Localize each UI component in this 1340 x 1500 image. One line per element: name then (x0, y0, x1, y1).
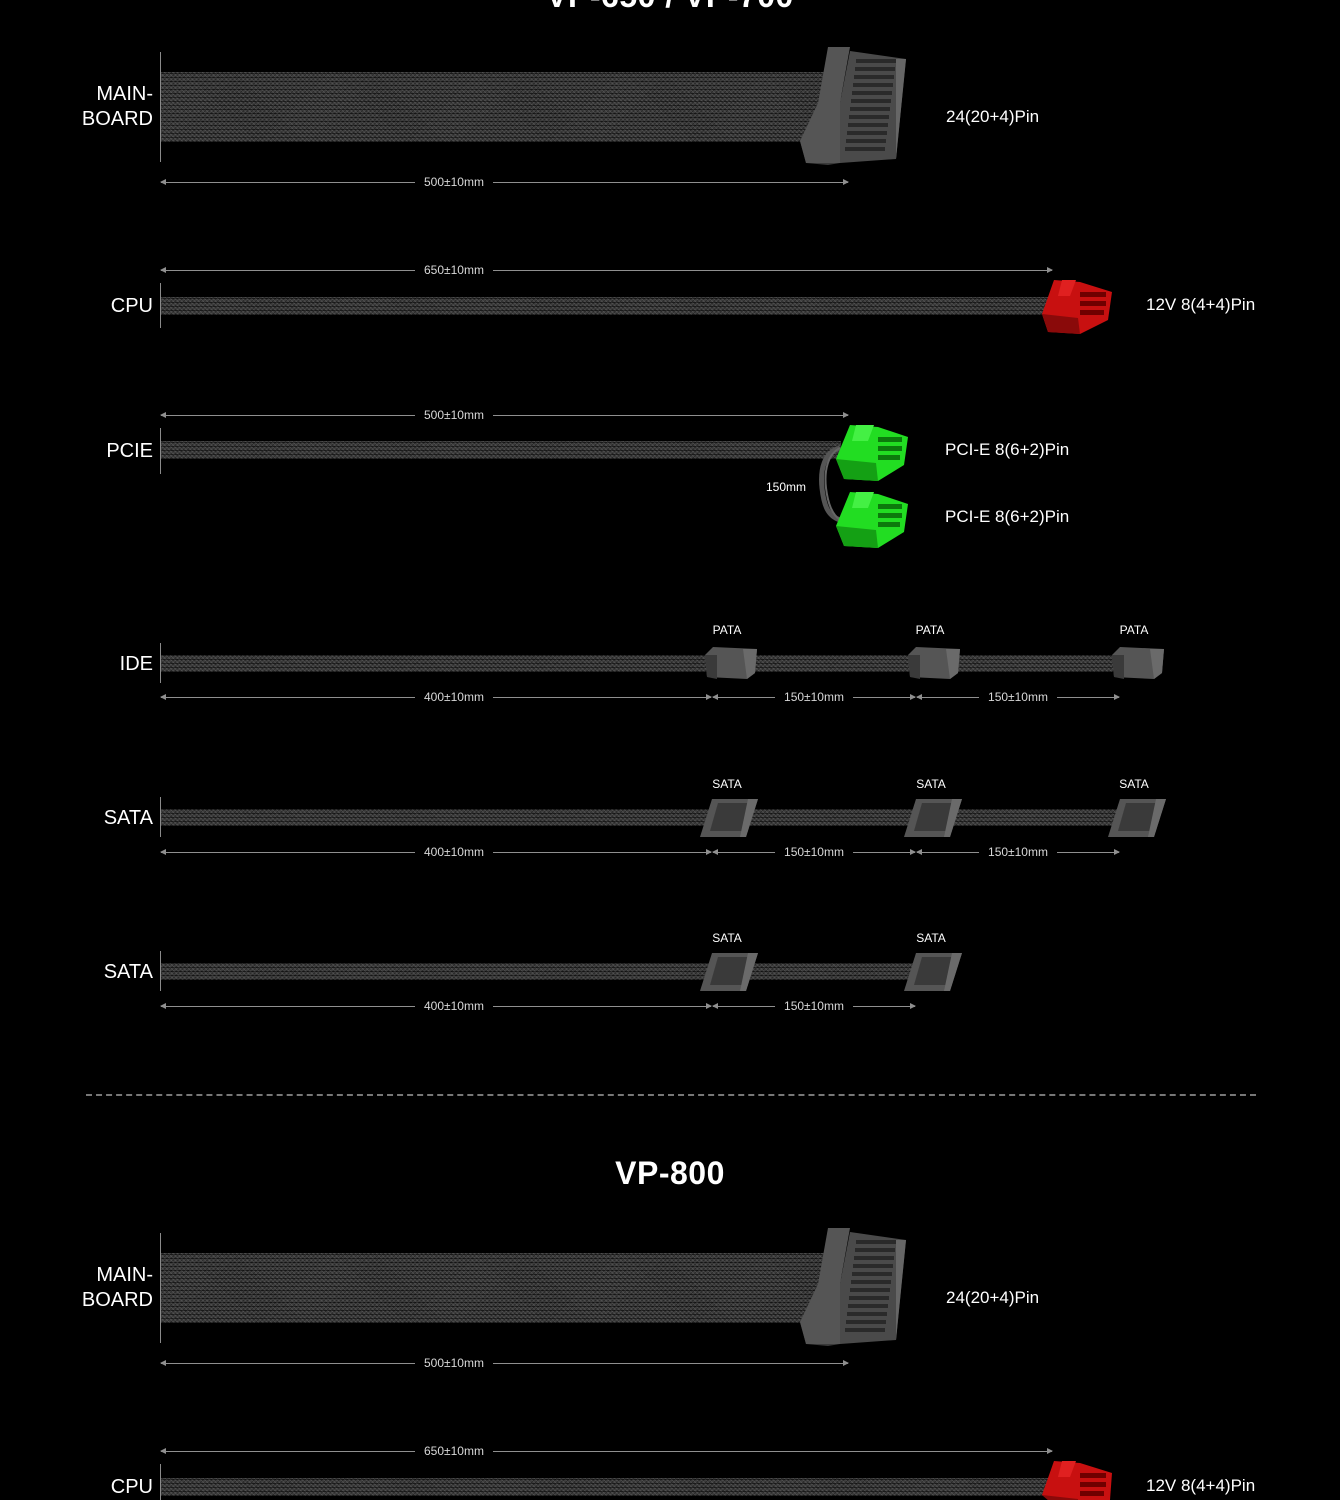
length-dimension: 500±10mm (160, 174, 849, 190)
sata-connector-icon (700, 953, 758, 991)
row-start-line (160, 283, 161, 328)
cpu-cable (161, 297, 1049, 315)
atx-24pin-connector-icon (800, 47, 906, 165)
atx-24pin-connector-icon (800, 1228, 906, 1346)
row-start-line (160, 1464, 161, 1500)
pin-label-cpu: 12V 8(4+4)Pin (1146, 1476, 1256, 1495)
length-dimension: 400±10mm (160, 998, 712, 1014)
row-label-main: MAIN- BOARD (81, 1264, 153, 1311)
cpu-8pin-connector-icon (1042, 280, 1112, 334)
row-start-line (160, 52, 161, 162)
row-label-cpu: CPU (110, 1476, 153, 1498)
row-label-ide: IDE (119, 653, 153, 675)
pin-label-pcie-b: PCI-E 8(6+2)Pin (945, 507, 1070, 526)
length-dimension: 500±10mm (160, 1355, 849, 1371)
sata-cable (161, 809, 1121, 826)
length-dimension: 150±10mm (712, 689, 916, 705)
connector-label: PATA (1119, 623, 1149, 637)
length-dimension: 650±10mm (160, 262, 1053, 278)
row-label-pcie: PCIE (106, 440, 153, 462)
mainboard-cable (161, 1253, 841, 1323)
sata-connector-icon (904, 953, 962, 991)
connector-label: SATA (916, 931, 946, 945)
length-dimension: 400±10mm (160, 844, 712, 860)
length-dimension: 150±10mm (916, 844, 1120, 860)
pcie-branch-wire (819, 445, 841, 523)
length-dimension: 400±10mm (160, 689, 712, 705)
length-dimension: 150±10mm (712, 998, 916, 1014)
section-title-vp650-vp700: VP-650 / VP-700 (0, 0, 1340, 15)
connector-label: PATA (712, 623, 742, 637)
branch-length-label: 150mm (766, 480, 807, 494)
molex-connector-icon (1112, 647, 1164, 679)
row-label-cpu: CPU (110, 295, 153, 317)
sata-connector-icon (700, 799, 758, 837)
row-label-sata: SATA (103, 807, 153, 829)
row-label-main: MAIN- BOARD (81, 83, 153, 130)
pcie-cable (161, 441, 841, 459)
pin-label-cpu: 12V 8(4+4)Pin (1146, 295, 1256, 314)
length-dimension: 650±10mm (160, 1443, 1053, 1459)
connector-label: PATA (915, 623, 945, 637)
length-dimension: 500±10mm (160, 407, 849, 423)
pin-label-24pin: 24(20+4)Pin (946, 1288, 1040, 1307)
row-start-line (160, 951, 161, 991)
molex-connector-icon (908, 647, 960, 679)
mainboard-cable (161, 72, 841, 142)
sata-connector-icon (904, 799, 962, 837)
section-divider (86, 1094, 1256, 1096)
connector-label: SATA (712, 931, 742, 945)
pin-label-24pin: 24(20+4)Pin (946, 107, 1040, 126)
row-start-line (160, 643, 161, 683)
molex-connector-icon (705, 647, 757, 679)
length-dimension: 150±10mm (712, 844, 916, 860)
row-start-line (160, 428, 161, 474)
connector-label: SATA (1119, 777, 1149, 791)
pcie-8pin-connector-icon (836, 492, 908, 548)
pcie-8pin-connector-icon (836, 425, 908, 481)
connector-label: SATA (712, 777, 742, 791)
connector-label: SATA (916, 777, 946, 791)
row-label-sata: SATA (103, 961, 153, 983)
row-start-line (160, 1233, 161, 1343)
cpu-8pin-connector-icon (1042, 1461, 1112, 1500)
length-dimension: 150±10mm (916, 689, 1120, 705)
cpu-cable (161, 1478, 1049, 1496)
row-start-line (160, 797, 161, 837)
ide-cable (161, 655, 1121, 672)
sata-connector-icon (1108, 799, 1166, 837)
pin-label-pcie-a: PCI-E 8(6+2)Pin (945, 440, 1070, 459)
section-title-vp800: VP-800 (615, 1155, 725, 1191)
sata-cable (161, 963, 919, 980)
